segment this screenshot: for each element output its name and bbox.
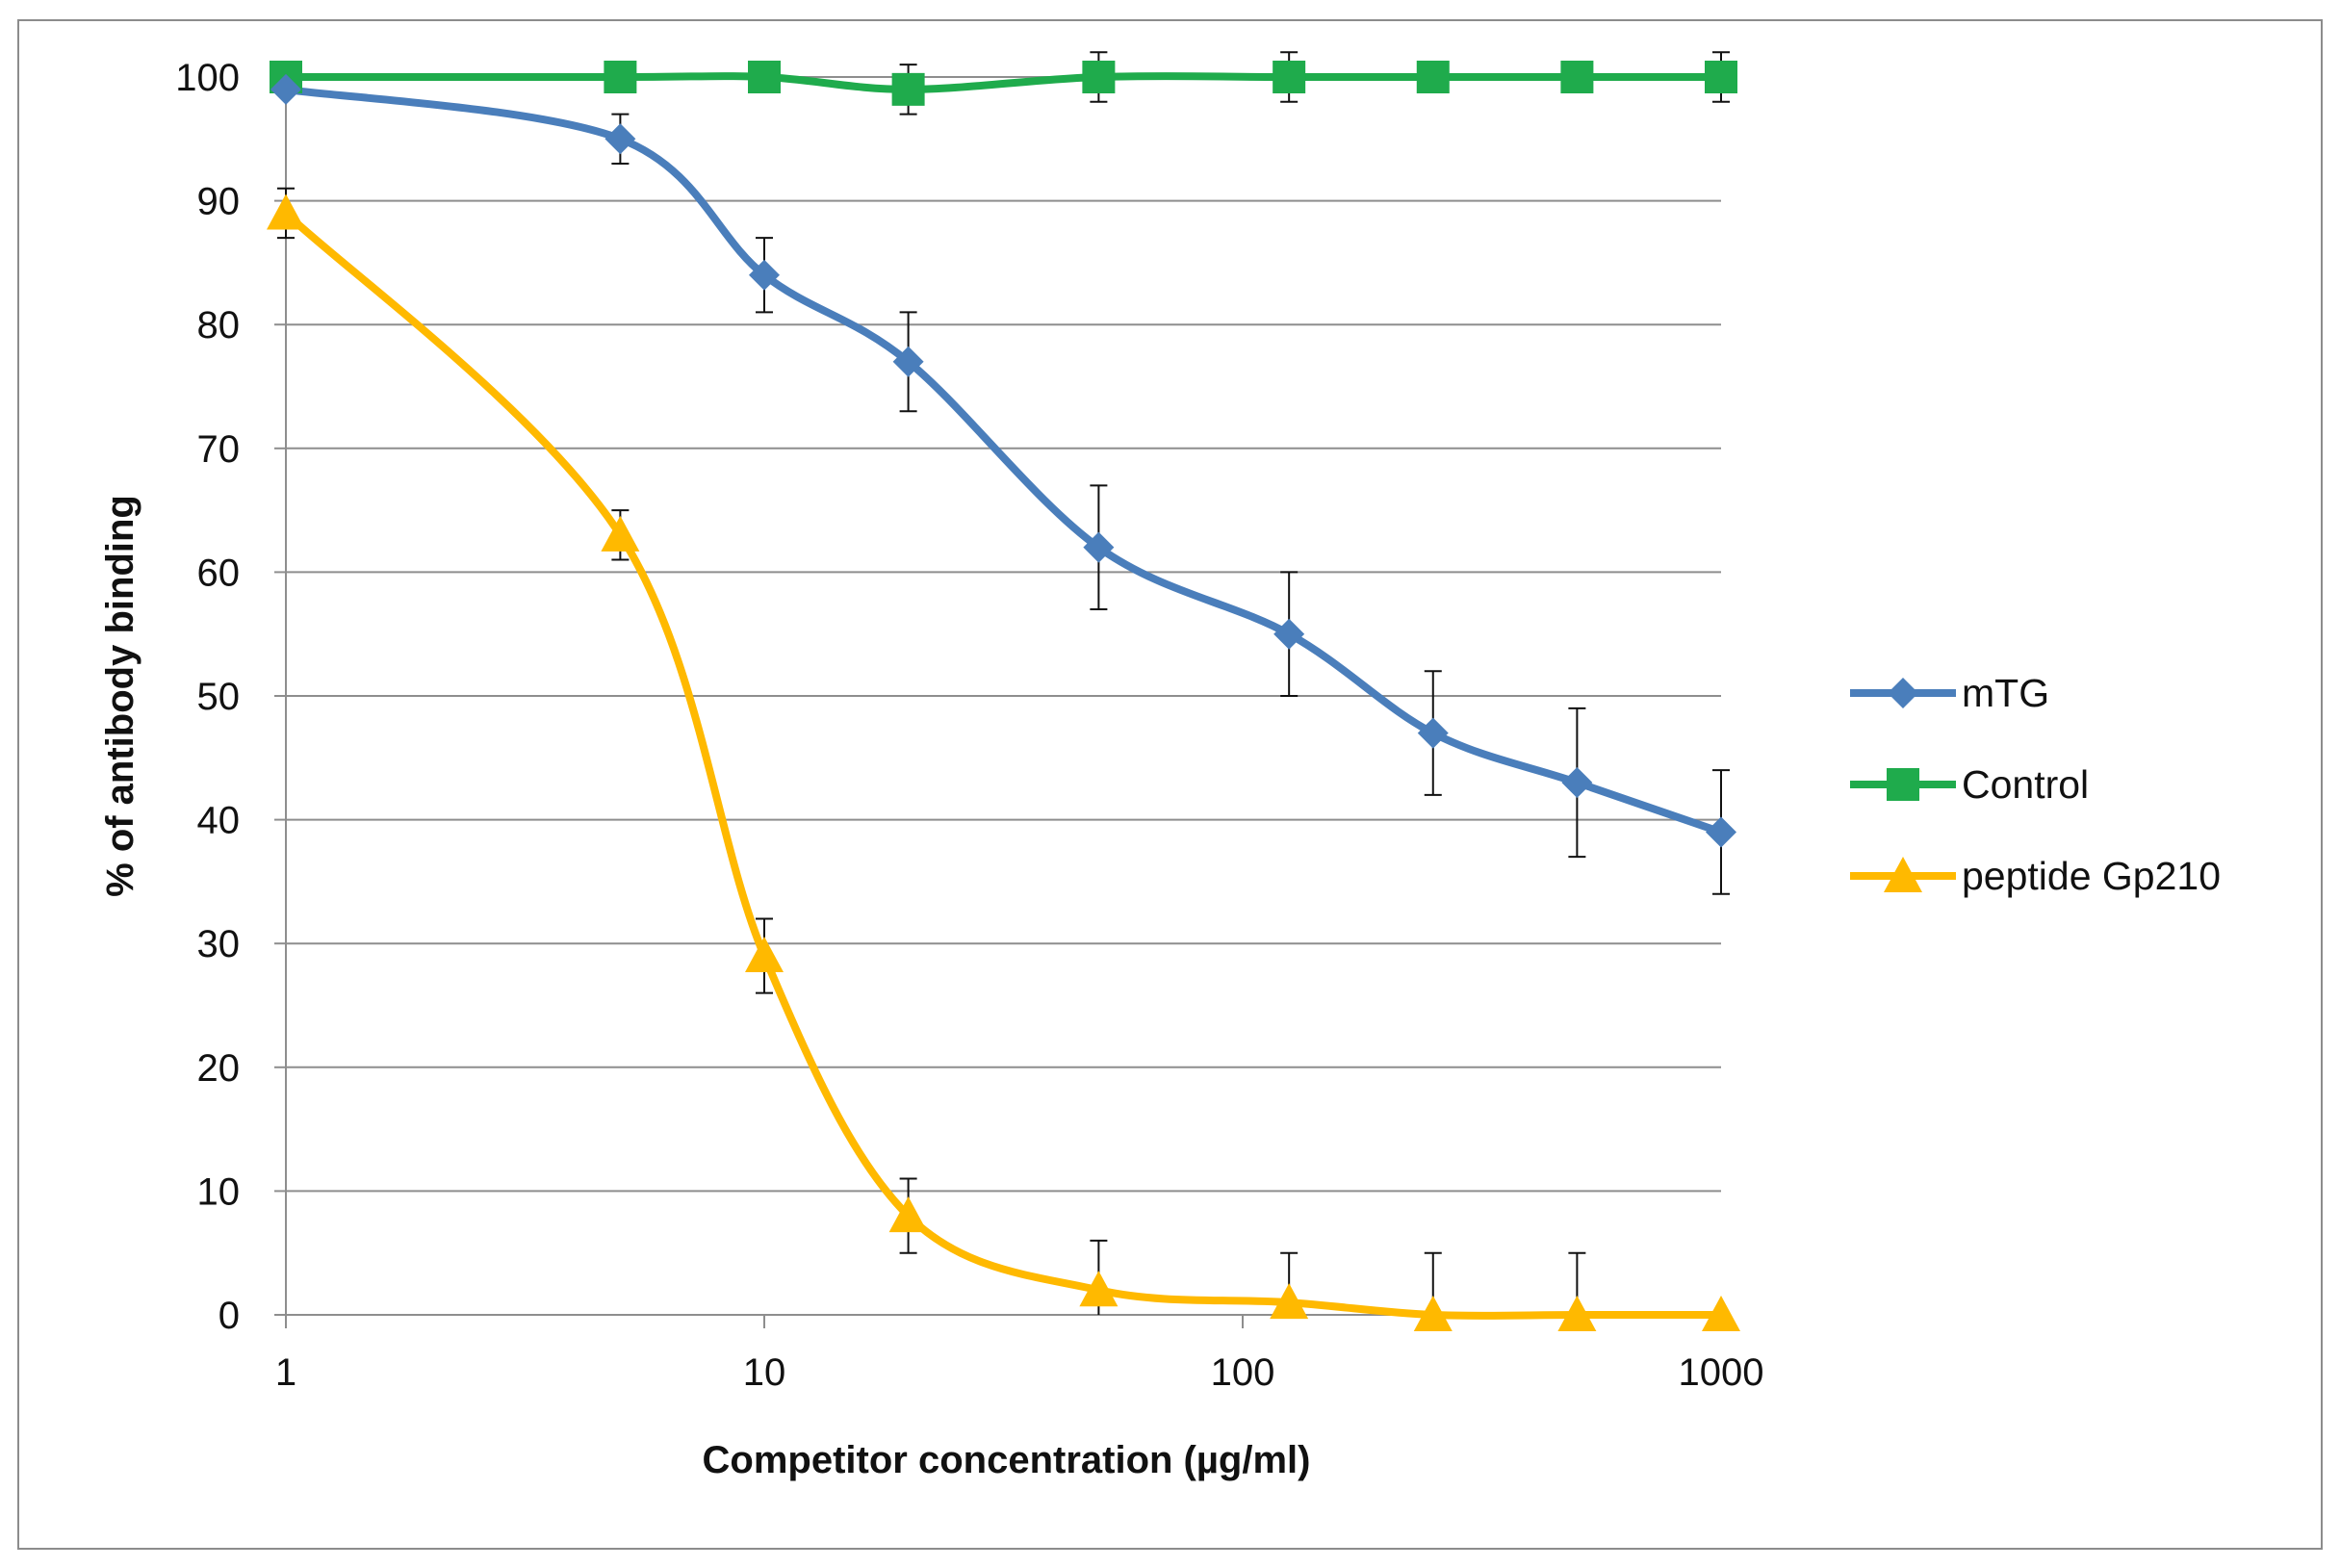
y-tick-label-80: 80: [197, 304, 241, 347]
y-tick-label-0: 0: [219, 1295, 240, 1337]
legend-label-peptide-gp210: peptide Gp210: [1962, 854, 2221, 898]
y-tick-label-30: 30: [197, 923, 241, 965]
y-tick-label-50: 50: [197, 676, 241, 718]
legend: mTG Control peptide Gp210: [1850, 671, 2221, 898]
y-tick-label-10: 10: [197, 1170, 241, 1213]
point-control-5: [1273, 61, 1306, 93]
legend-item-mtg: mTG: [1850, 671, 2049, 715]
point-peptide-gp210-3: [888, 1196, 928, 1233]
y-tick-label-90: 90: [197, 181, 241, 223]
point-control-8: [1705, 61, 1737, 93]
grid-lines: [274, 76, 1722, 1328]
x-tick-label-1: 1: [275, 1351, 296, 1394]
point-mtg-7: [1561, 767, 1593, 799]
point-peptide-gp210-7: [1557, 1296, 1597, 1331]
point-peptide-gp210-1: [601, 515, 640, 552]
point-peptide-gp210-6: [1413, 1296, 1453, 1331]
y-tick-label-20: 20: [197, 1047, 241, 1090]
legend-marker-control: [1887, 768, 1919, 801]
point-control-4: [1082, 61, 1116, 93]
point-mtg-4: [1083, 531, 1115, 563]
y-axis-title: % of antibody binding: [99, 495, 141, 897]
point-control-6: [1416, 61, 1450, 93]
y-tick-label-70: 70: [197, 428, 241, 471]
x-tick-label-1000: 1000: [1679, 1351, 1764, 1394]
error-bars: [277, 51, 1730, 1315]
legend-label-mtg: mTG: [1962, 671, 2049, 715]
x-axis-title: Competitor concentration (µg/ml): [703, 1439, 1311, 1481]
point-peptide-gp210-5: [1270, 1283, 1309, 1320]
point-mtg-8: [1706, 816, 1736, 848]
series-line-control: [282, 72, 1725, 93]
point-peptide-gp210-2: [745, 937, 784, 973]
point-mtg-3: [892, 346, 924, 377]
y-tick-label-40: 40: [197, 800, 241, 842]
point-control-1: [604, 61, 637, 93]
point-control-3: [891, 72, 925, 106]
legend-item-control: Control: [1850, 762, 2089, 807]
x-tick-label-10: 10: [743, 1351, 786, 1394]
legend-item-peptide-gp210: peptide Gp210: [1850, 854, 2221, 898]
point-mtg-2: [749, 259, 780, 291]
point-mtg-5: [1273, 618, 1305, 650]
point-peptide-gp210-4: [1079, 1271, 1119, 1307]
point-mtg-0: [270, 73, 301, 105]
legend-marker-mtg: [1888, 678, 1918, 708]
point-peptide-gp210-0: [267, 193, 305, 230]
x-tick-label-100: 100: [1211, 1351, 1275, 1394]
y-tick-label-100: 100: [175, 57, 240, 99]
point-control-2: [748, 61, 781, 93]
point-mtg-6: [1417, 717, 1449, 749]
markers: [267, 61, 1740, 1331]
legend-label-control: Control: [1962, 762, 2089, 807]
point-control-7: [1560, 61, 1594, 93]
legend-marker-peptide-gp210: [1884, 857, 1922, 892]
y-tick-label-60: 60: [197, 552, 241, 594]
point-peptide-gp210-8: [1702, 1296, 1740, 1331]
point-mtg-1: [604, 123, 636, 155]
